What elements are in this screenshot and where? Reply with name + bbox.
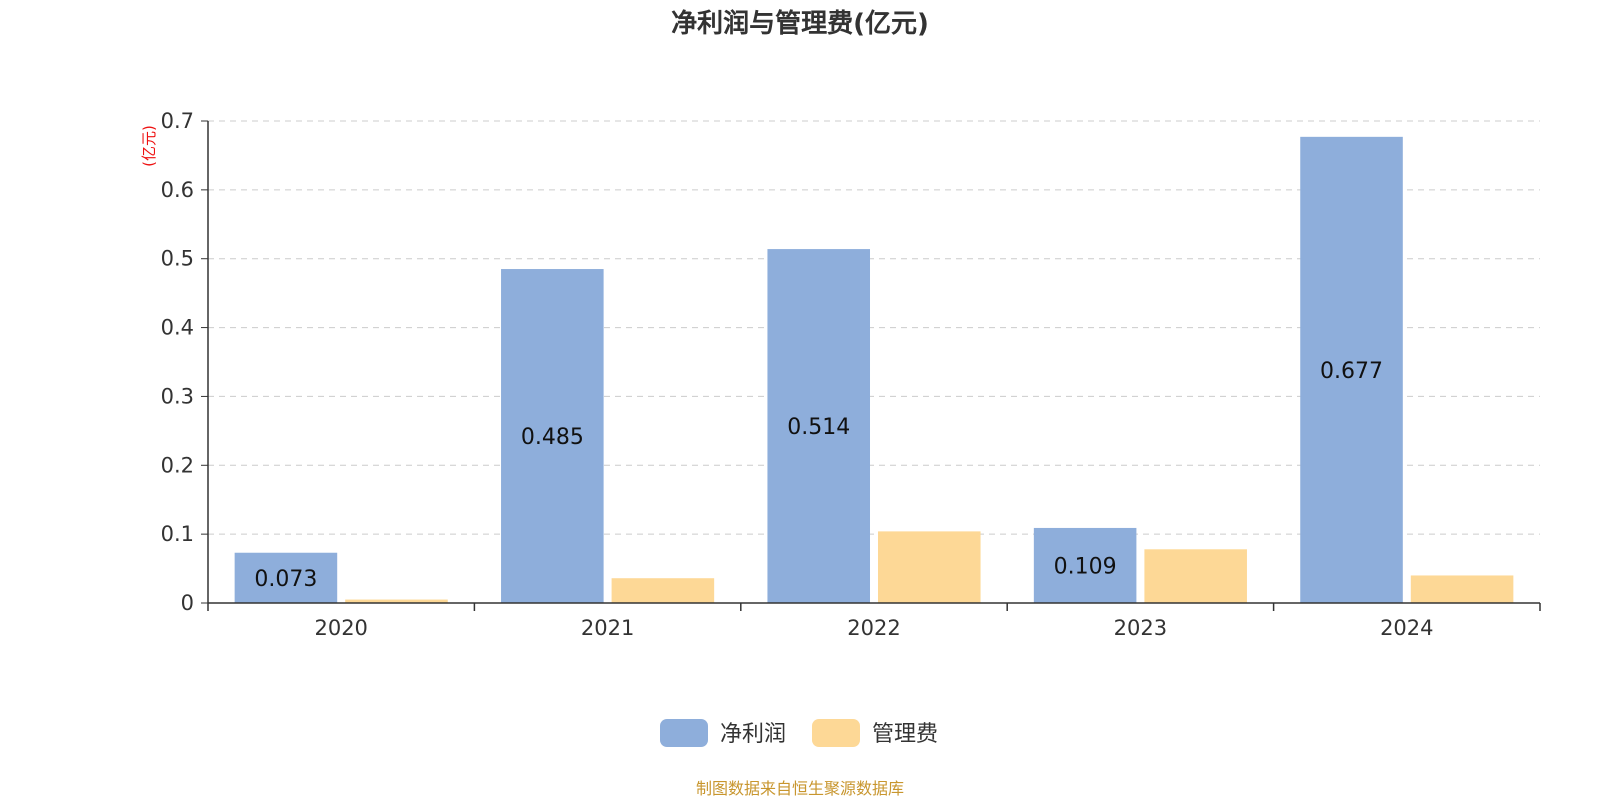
data-label: 0.514 <box>787 415 850 440</box>
legend-label: 管理费 <box>872 722 938 747</box>
y-tick-label: 0.1 <box>161 522 194 546</box>
y-tick-label: 0.4 <box>161 316 194 340</box>
bar-admin-expense <box>1410 575 1514 603</box>
data-labels: 0.073 0.485 0.514 0.109 0.677 <box>254 359 1383 592</box>
x-tick-label: 2021 <box>581 616 634 640</box>
legend-swatch <box>812 719 860 747</box>
grid-lines <box>208 120 1540 535</box>
y-tick-label: 0.7 <box>161 109 194 133</box>
legend-label: 净利润 <box>720 722 786 747</box>
bar-net-profit <box>501 269 604 603</box>
y-tick-label: 0.5 <box>161 247 194 271</box>
bar-net-profit <box>1300 136 1403 603</box>
y-tick-label: 0 <box>181 591 194 615</box>
bar-admin-expense <box>345 599 448 603</box>
x-tick-label: 2022 <box>847 616 900 640</box>
bar-admin-expense <box>1144 549 1247 603</box>
source-note: 制图数据来自恒生聚源数据库 <box>696 779 904 798</box>
bars <box>234 136 1514 603</box>
axes: 0 0.1 0.2 0.3 0.4 0.5 0.6 0.7 2020 2021 2022 2023 20… <box>161 109 1541 640</box>
legend-swatch <box>660 719 708 747</box>
y-axis-unit: (亿元) <box>140 125 158 167</box>
x-tick-label: 2024 <box>1380 616 1433 640</box>
y-tick-label: 0.3 <box>161 384 194 408</box>
x-tick-label: 2023 <box>1114 616 1167 640</box>
legend: 净利润 管理费 <box>660 719 938 747</box>
data-label: 0.485 <box>521 425 584 450</box>
bar-net-profit <box>234 552 338 603</box>
y-tick-label: 0.2 <box>161 453 194 477</box>
chart-title: 净利润与管理费(亿元) <box>671 8 929 39</box>
data-label: 0.073 <box>254 567 317 592</box>
bar-net-profit <box>767 249 871 603</box>
bar-admin-expense <box>611 578 715 603</box>
bar-net-profit <box>1033 527 1137 603</box>
y-tick-label: 0.6 <box>161 178 194 202</box>
bar-admin-expense <box>877 531 981 603</box>
data-label: 0.677 <box>1320 359 1383 384</box>
data-label: 0.109 <box>1054 554 1117 579</box>
x-tick-label: 2020 <box>314 616 367 640</box>
